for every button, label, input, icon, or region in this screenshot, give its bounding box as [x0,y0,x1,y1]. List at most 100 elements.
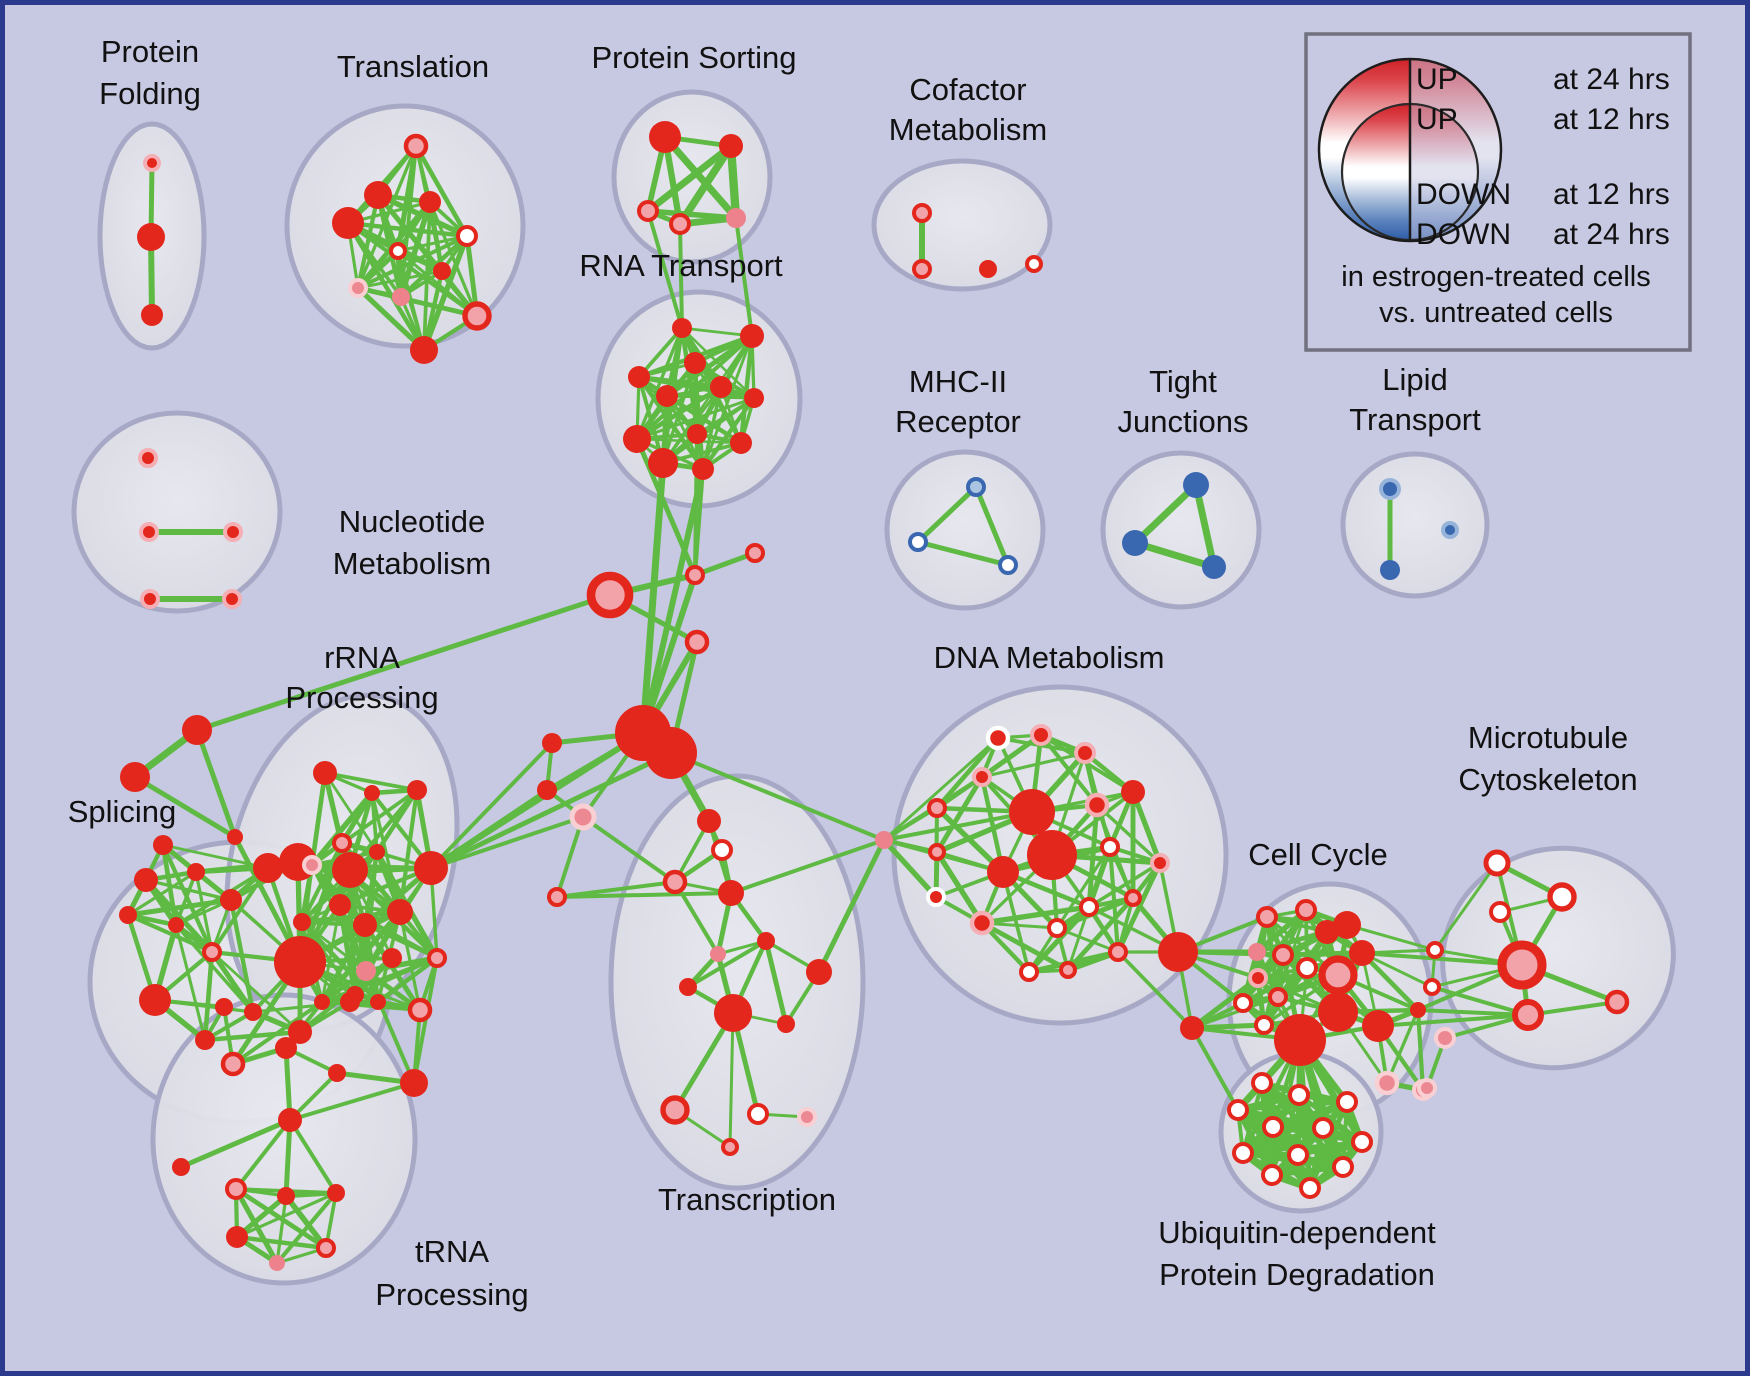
gene-node-sp11 [139,984,171,1016]
cluster-ellipse-mhc-ii-receptor [884,449,1046,611]
gene-node-nm3 [223,522,243,542]
cluster-label-microtubule-cytoskeleton: Microtubule [1468,720,1628,755]
gene-node-dm9 [1009,789,1055,835]
edge-rrna-mesh [363,923,439,960]
edge [973,484,1011,568]
gene-node-mt9 [1434,1027,1456,1049]
gene-node-tn11 [226,1226,248,1248]
edge-dna-mesh [979,920,1071,973]
gene-node-sp16 [382,948,402,968]
edge-rna-transport-mesh [636,374,757,401]
edge-dna-mesh [979,904,1092,926]
edge [1433,861,1499,952]
gene-node-cf4 [1025,255,1043,273]
edge-rna-transport-mesh [661,385,723,465]
gene-node-rt10 [730,432,752,454]
gene-node-lt2 [1380,560,1400,580]
gene-node-dm8 [1084,792,1110,818]
legend-time-label: at 24 hrs [1553,218,1670,251]
edge-rrna-mesh [319,909,403,1005]
gene-node-t7 [433,262,451,280]
edge-trna-hex-mesh [233,1186,280,1266]
cluster-ellipse-nucleotide-metabolism [71,410,283,614]
gene-node-x8 [537,780,557,800]
gene-node-rt9 [623,425,651,453]
gene-node-pf1 [143,154,161,172]
edge-splicing-mesh [210,950,302,1034]
edge-dna-mesh [980,921,1059,930]
legend-direction-label: DOWN [1416,218,1511,251]
gene-node-rr4 [332,833,352,853]
edge-translation-mesh [345,220,470,239]
gene-node-cc13 [1254,1015,1274,1035]
gene-node-rr14 [356,961,376,981]
edge-rrna-mesh [374,787,420,855]
edge-cell-cycle-mesh [1359,950,1421,1013]
edge-ubiquitin-mesh [1239,1124,1327,1157]
edge-protein-sorting-mesh [644,142,735,215]
gene-node-cc16 [1362,1010,1394,1042]
gene-node-x4 [684,629,710,655]
gene-node-dm2 [1030,724,1052,746]
gene-node-cc14 [1274,1014,1326,1066]
gene-node-dm23 [1180,1016,1204,1040]
gene-node-x6 [645,727,697,779]
edge-protein-sorting-mesh [661,133,740,222]
gene-node-dm7 [1121,780,1145,804]
edge-splicing-mesh [202,949,215,1043]
edge [429,815,585,870]
edge [194,727,238,840]
gene-node-tn12 [316,1238,336,1258]
gene-node-x9 [569,803,597,831]
edge [1190,1026,1240,1112]
gene-node-x10 [547,887,567,907]
nodes [119,121,1630,1271]
edge-rrna-mesh [370,791,402,914]
edge-translation-mesh [413,143,470,239]
gene-node-dm5 [927,798,947,818]
edge-rna-transport-mesh [680,326,756,400]
edge-rrna-mesh [375,955,440,1005]
cluster-label-protein-folding: Folding [99,76,201,111]
cluster-label-translation: Translation [337,49,489,84]
edge-dna-mesh [1116,950,1194,1030]
gene-node-sg2 [120,762,150,792]
gene-node-ub11 [1261,1164,1283,1186]
edge-translation-mesh [356,269,444,290]
cluster-label-ubiquitin-degradation: Ubiquitin-dependent [1158,1215,1436,1250]
cluster-label-protein-folding: Protein [101,34,199,69]
edge [693,467,705,577]
edge [882,810,1034,842]
edge-trna-hex-mesh [283,1193,329,1251]
gene-node-nm5 [222,589,242,609]
edge-translation-mesh [345,220,427,353]
edge [729,838,886,895]
gene-node-m2 [908,532,928,552]
legend-fade-overlay [1410,59,1501,241]
edge [283,1117,293,1199]
legend-direction-label: UP [1416,103,1458,136]
gene-node-tx8 [679,978,697,996]
gene-node-sp4 [119,906,137,924]
gene-node-tn6 [278,1108,302,1132]
gene-node-ps1 [649,121,681,153]
edge-trna-hex-mesh [235,1191,338,1239]
gene-node-t4 [332,207,364,239]
gene-node-sg3 [227,829,243,845]
edge [915,484,979,545]
gene-node-rr1 [313,761,337,785]
edge-dna-mesh [1086,844,1113,910]
gene-node-mt1 [1483,849,1511,877]
gene-node-dm6 [928,843,946,861]
gene-node-dm10 [1027,830,1077,880]
cluster-label-rrna-processing: Processing [285,680,438,715]
edge-rna-transport-mesh [635,396,756,441]
gene-node-cc1 [1256,906,1278,928]
edge [1131,539,1218,571]
gene-node-cc7 [1296,957,1318,979]
edge [288,1081,416,1122]
gene-node-rr17 [407,997,433,1023]
gene-node-sp10 [202,942,222,962]
gene-node-cc3 [1315,920,1339,944]
